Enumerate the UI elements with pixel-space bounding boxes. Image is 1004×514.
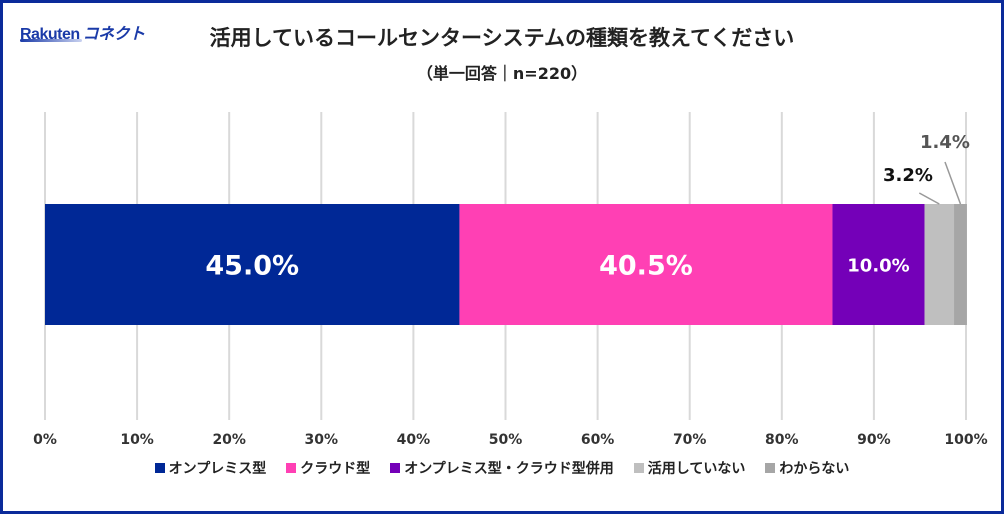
x-tick-label: 70% (673, 432, 707, 448)
data-label: 3.2% (883, 165, 933, 186)
legend-swatch (390, 463, 401, 473)
chart-title: 活用しているコールセンターシステムの種類を教えてください (209, 26, 795, 50)
legend-label: 活用していない (647, 461, 746, 477)
legend-item: オンプレミス型・クラウド型併用 (390, 458, 614, 478)
rakuten-connect-logo: Rakuten コネクト (20, 20, 145, 44)
x-tick-label: 0% (33, 432, 57, 448)
bar-segment (924, 204, 955, 325)
legend-label: わからない (779, 461, 850, 477)
logo-product: コネクト (82, 26, 146, 43)
legend-label: オンプレミス型 (168, 461, 267, 477)
legend-item: わからない (765, 458, 849, 478)
x-tick-label: 80% (765, 432, 799, 448)
data-label: 1.4% (920, 132, 970, 153)
logo-brand: Rakuten (20, 26, 80, 43)
x-tick-label: 100% (944, 432, 987, 448)
x-tick-label: 40% (397, 432, 431, 448)
data-label: 10.0% (847, 256, 909, 277)
x-tick-label: 30% (305, 432, 339, 448)
x-tick-label: 60% (581, 432, 615, 448)
bar-segment (459, 204, 833, 325)
legend-label: オンプレミス型・クラウド型併用 (404, 461, 614, 477)
leader-line (918, 192, 940, 205)
data-label: 45.0% (205, 251, 299, 282)
x-tick-label: 10% (120, 432, 154, 448)
legend-swatch (154, 463, 165, 473)
chart-subtitle: （単一回答｜n=220） (416, 64, 588, 83)
bar-segment (45, 204, 460, 325)
data-label: 40.5% (599, 251, 693, 282)
legend: オンプレミス型 クラウド型 オンプレミス型・クラウド型併用 活用していない わからない (0, 458, 1004, 478)
legend-item: オンプレミス型 (154, 458, 267, 478)
x-tick-label: 90% (857, 432, 891, 448)
logo-swoosh (20, 39, 82, 42)
legend-label: クラウド型 (300, 461, 371, 477)
legend-swatch (765, 463, 776, 473)
legend-swatch (286, 463, 297, 473)
leader-line (944, 161, 962, 205)
legend-item: 活用していない (633, 458, 746, 478)
bar-segment (954, 204, 967, 325)
legend-item: クラウド型 (286, 458, 370, 478)
x-tick-label: 50% (489, 432, 523, 448)
x-tick-label: 20% (212, 432, 246, 448)
bar-segment (832, 204, 925, 325)
legend-swatch (633, 463, 644, 473)
